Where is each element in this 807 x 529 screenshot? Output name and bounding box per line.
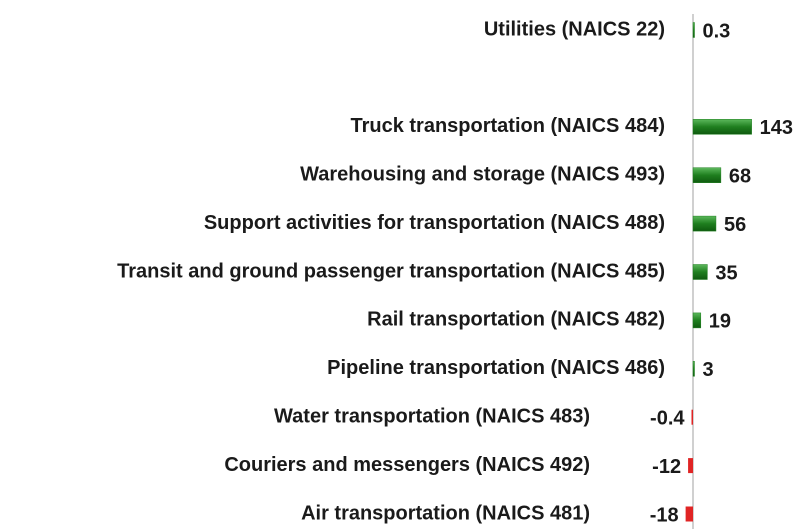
bar xyxy=(692,312,702,329)
value-label: 35 xyxy=(715,262,737,284)
bar xyxy=(692,215,717,232)
bar xyxy=(685,506,693,522)
category-label: Support activities for transportation (N… xyxy=(204,212,665,234)
bar xyxy=(692,167,722,183)
value-label: -18 xyxy=(650,504,679,526)
value-label: -0.4 xyxy=(650,407,685,429)
bar xyxy=(692,22,695,38)
value-label: 56 xyxy=(724,214,746,236)
category-label: Transit and ground passenger transportat… xyxy=(117,260,665,282)
value-label: 19 xyxy=(709,311,731,333)
value-label: 143 xyxy=(760,117,793,139)
bar xyxy=(692,264,708,280)
bar xyxy=(691,409,693,425)
value-label: 0.3 xyxy=(703,20,731,42)
category-label: Utilities (NAICS 22) xyxy=(484,18,665,40)
bar xyxy=(692,361,695,377)
category-label: Couriers and messengers (NAICS 492) xyxy=(224,454,590,476)
value-label: -12 xyxy=(652,456,681,478)
category-label: Water transportation (NAICS 483) xyxy=(274,405,590,427)
category-label: Rail transportation (NAICS 482) xyxy=(367,309,665,331)
category-label: Air transportation (NAICS 481) xyxy=(301,502,590,524)
category-label: Pipeline transportation (NAICS 486) xyxy=(327,357,665,379)
category-label: Warehousing and storage (NAICS 493) xyxy=(300,163,665,185)
bar xyxy=(688,458,693,474)
value-label: 3 xyxy=(703,359,714,381)
category-label: Truck transportation (NAICS 484) xyxy=(350,115,665,137)
value-label: 68 xyxy=(729,165,751,187)
bar xyxy=(692,119,752,135)
